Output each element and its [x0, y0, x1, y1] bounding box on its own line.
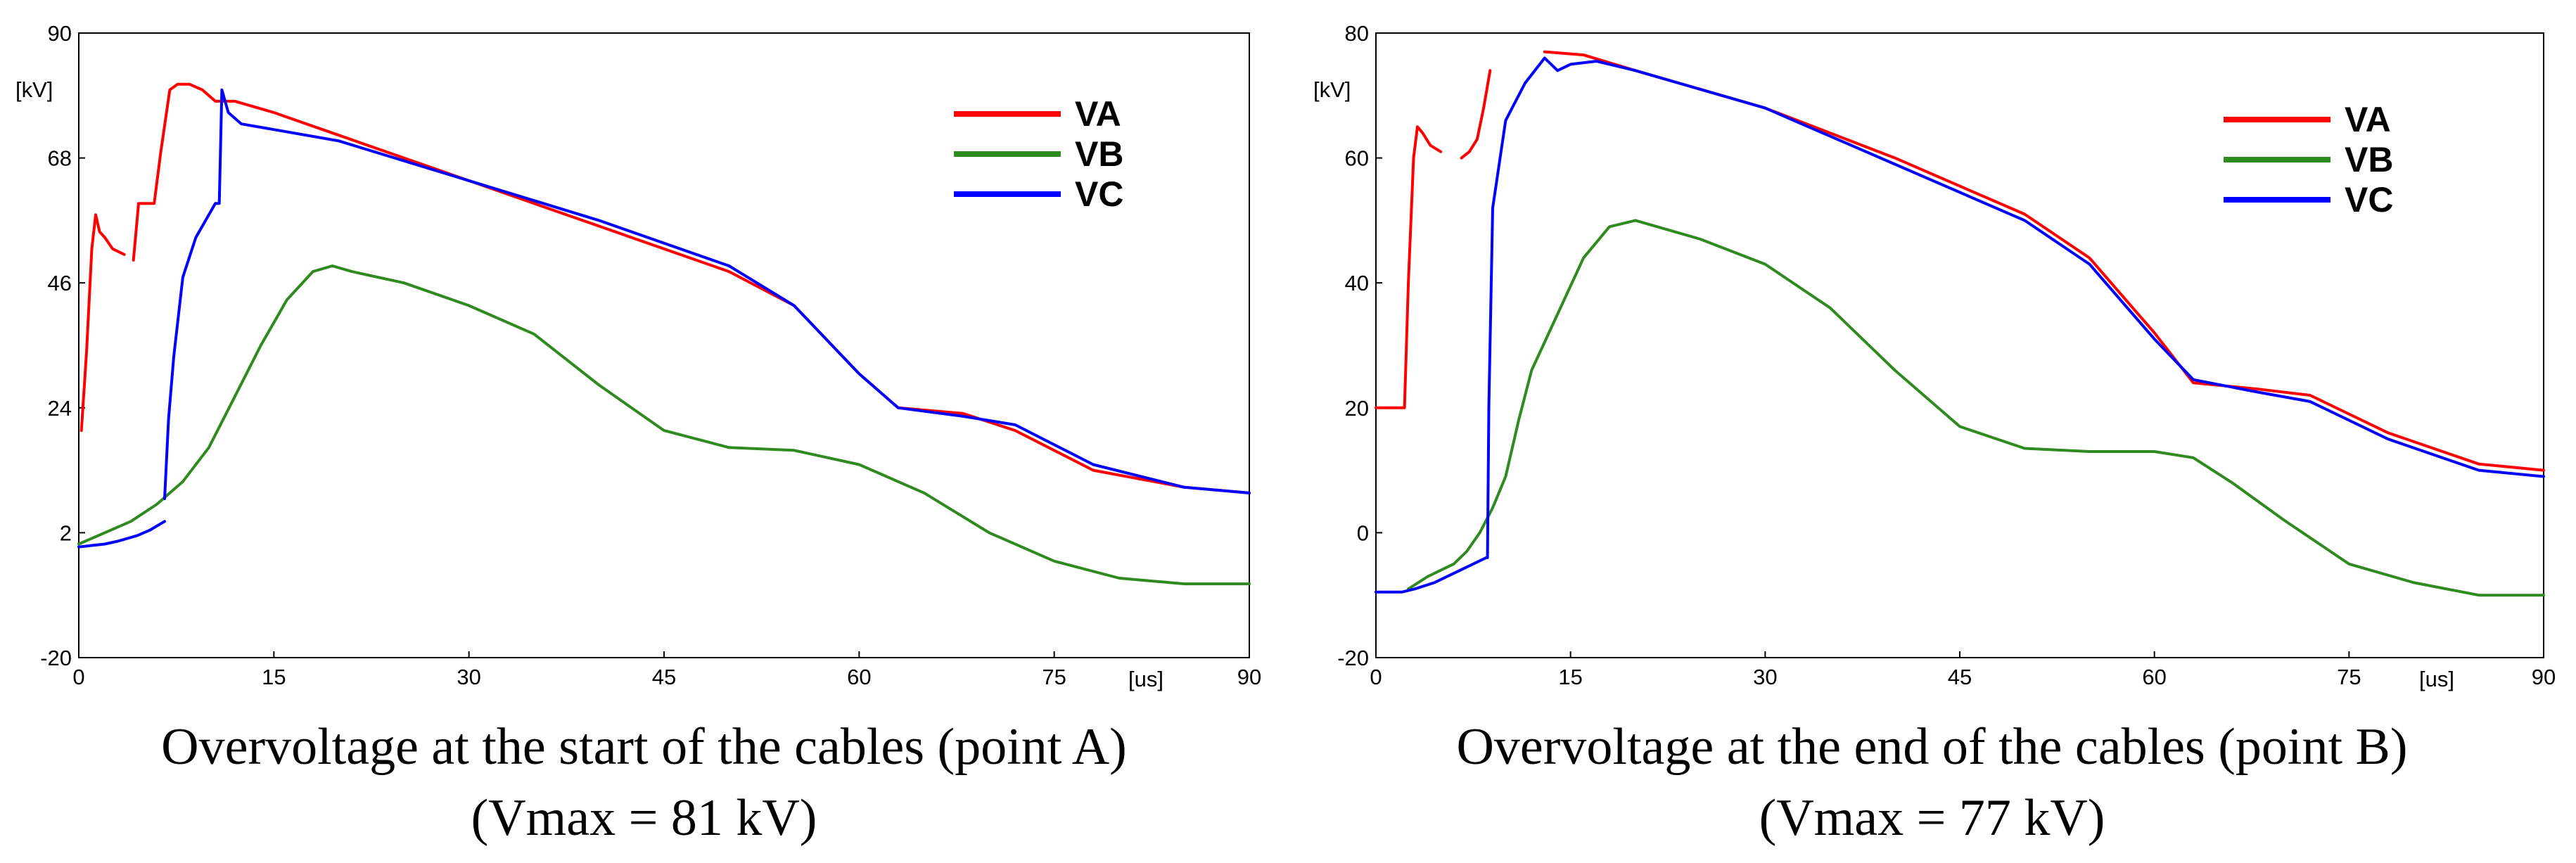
- chart-a-x-tick-label: 30: [457, 665, 480, 689]
- chart-a-legend-label-va: VA: [1075, 94, 1121, 134]
- chart-a-y-unit: [kV]: [15, 77, 53, 102]
- chart-b-y-tick-label: 40: [1345, 271, 1369, 295]
- chart-b-y-unit: [kV]: [1313, 77, 1351, 102]
- chart-b-x-tick-label: 15: [1558, 665, 1582, 689]
- chart-b-legend-label-vb: VB: [2345, 140, 2393, 179]
- chart-b-x-tick-label: 0: [1370, 665, 1382, 689]
- chart-b-legend-label-vc: VC: [2345, 180, 2393, 219]
- chart-a-legend-label-vc: VC: [1075, 174, 1123, 214]
- chart-a-x-tick-label: 45: [652, 665, 676, 689]
- chart-a-x-tick-label: 15: [262, 665, 286, 689]
- chart-a-y-tick-label: 90: [48, 21, 72, 46]
- chart-a-series-vb-line: [77, 264, 1251, 586]
- chart-b-legend-label-va: VA: [2345, 100, 2391, 139]
- chart-b-x-tick-label: 60: [2142, 665, 2166, 689]
- chart-a-x-tick-label: 0: [72, 665, 84, 689]
- chart-a-title: Overvoltage at the start of the cables (…: [161, 718, 1127, 776]
- chart-panel-b: 0 15 30 45 60 75 90 -20 0 20 40 60 80 [kV] [us] VA VB VC …: [1288, 0, 2576, 863]
- chart-b-series-va-line: [1375, 125, 1443, 409]
- chart-b-y-tick-label: 60: [1345, 146, 1369, 171]
- chart-b-x-tick-label: 75: [2337, 665, 2361, 689]
- chart-a-x-tick-label: 60: [847, 665, 871, 689]
- chart-a-x-tick-label: 90: [1237, 665, 1261, 689]
- chart-b-subtitle: (Vmax = 77 kV): [1759, 789, 2105, 847]
- chart-b-y-tick-label: -20: [1337, 646, 1369, 670]
- chart-a-y-tick-label: 2: [60, 520, 72, 545]
- chart-b-y-tick-label: 20: [1345, 396, 1369, 421]
- chart-a-x-unit: [us]: [1128, 667, 1163, 691]
- chart-a-series-vc-line: [163, 88, 1251, 500]
- chart-a-y-tick-label: 24: [48, 396, 72, 421]
- chart-a-y-tick-label: 68: [48, 146, 72, 171]
- chart-b-series-va-line: [1543, 50, 2545, 472]
- chart-b-y-tick-label: 0: [1357, 520, 1369, 545]
- chart-panel-a: 0 15 30 45 60 75 90 -20 2 24 46 68 90 [kV] [us] VA VB VC …: [15, 21, 1261, 847]
- chart-a-x-tick-label: 75: [1042, 665, 1066, 689]
- chart-b-x-tick-label: 30: [1753, 665, 1777, 689]
- chart-b-y-tick-label: 80: [1345, 21, 1369, 46]
- chart-b-title: Overvoltage at the end of the cables (po…: [1456, 718, 2408, 776]
- chart-a-y-tick-label: 46: [48, 271, 72, 295]
- chart-b-series-vc-line: [1486, 56, 2545, 559]
- chart-a-series-va-line: [79, 213, 126, 433]
- chart-b-series-vb-line: [1407, 219, 2545, 597]
- chart-b-x-tick-label: 45: [1948, 665, 1972, 689]
- chart-a-y-tick-label: -20: [40, 646, 72, 670]
- chart-b-series-vc-line: [1375, 556, 1488, 594]
- chart-b-series-va-line: [1460, 69, 1492, 160]
- chart-a-legend-label-vb: VB: [1075, 134, 1123, 174]
- chart-a-subtitle: (Vmax = 81 kV): [471, 789, 817, 847]
- chart-b-x-tick-label: 90: [2532, 665, 2556, 689]
- chart-b-x-unit: [us]: [2419, 667, 2454, 691]
- chart-a-series-vc-line: [77, 520, 166, 549]
